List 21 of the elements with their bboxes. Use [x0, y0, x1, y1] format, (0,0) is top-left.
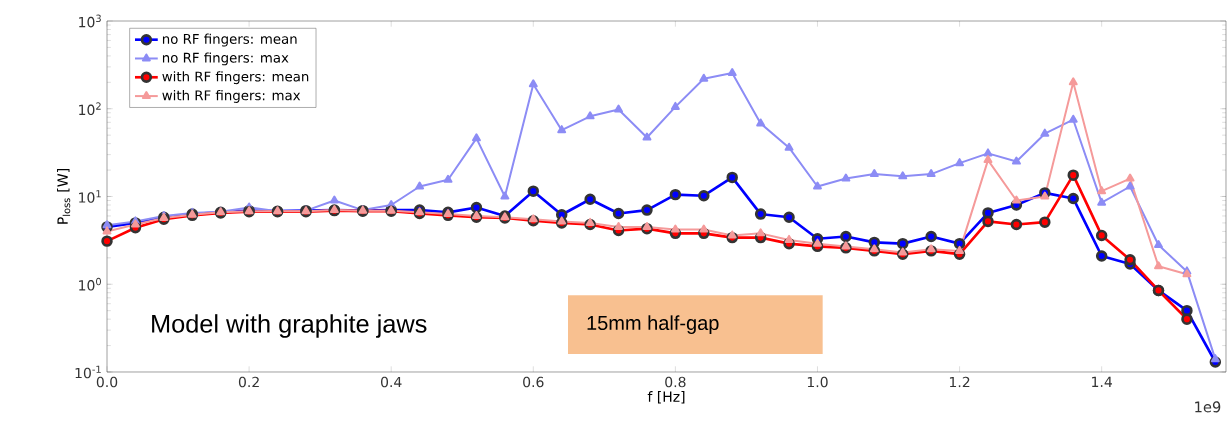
- y-axis-title: P$_{loss}$ [W]: [57, 169, 71, 224]
- legend-label: no RF fingers: mean: [162, 33, 297, 47]
- y-tick-label: 10$^{0}$: [79, 277, 101, 291]
- y-tick-label: 10$^{3}$: [79, 14, 101, 28]
- x-axis-title: f [Hz]: [647, 391, 685, 404]
- legend-label: with RF fingers: mean: [162, 71, 309, 85]
- y-tick-label: 10$^{2}$: [79, 102, 101, 116]
- annotation: 15mm half-gap: [587, 315, 719, 334]
- x-tick-label: 1.4: [1092, 376, 1112, 387]
- x-tick-label: 1.2: [949, 376, 970, 388]
- x-tick-label: 0.0: [96, 376, 118, 388]
- text: 1e9: [1195, 401, 1221, 413]
- x-tick-label: 0.2: [238, 376, 259, 388]
- x-tick-label: 0.6: [523, 376, 544, 388]
- x-tick-label: 1.0: [807, 376, 828, 388]
- annotation: Model with graphite jaws: [152, 314, 427, 338]
- y-tick-label: 10$^{1}$: [79, 190, 101, 203]
- legend-label: no RF fingers: max: [162, 52, 289, 66]
- x-tick-label: 0.4: [380, 376, 402, 388]
- x-tick-label: 0.8: [665, 376, 686, 388]
- legend-label: with RF fingers: max: [162, 90, 301, 103]
